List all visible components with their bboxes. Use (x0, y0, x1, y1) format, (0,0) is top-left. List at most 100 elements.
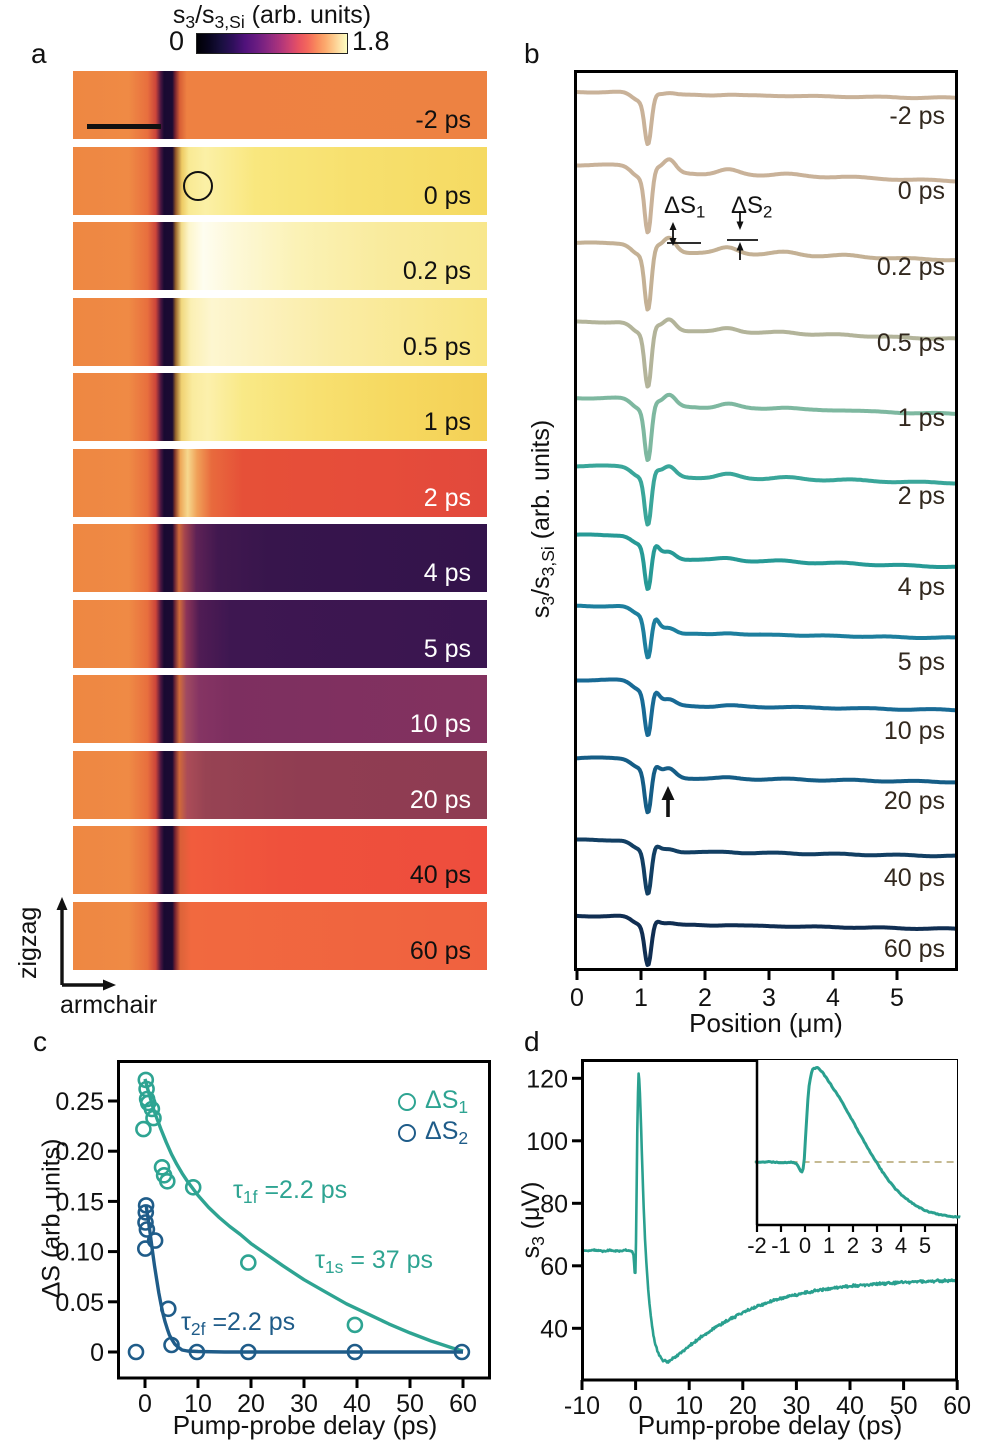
tau-1f-label: τ1f =2.2 ps (233, 1176, 348, 1207)
strip-delay-label: -2 ps (415, 106, 471, 134)
curve-delay-label: 2 ps (898, 482, 945, 510)
d-x-tick-label: 20 (729, 1392, 757, 1420)
strip-delay-label: 5 ps (423, 634, 471, 663)
data-point-ΔS2 (146, 1232, 164, 1249)
tau-2f-label: τ2f =2.2 ps (181, 1308, 296, 1339)
delta-s2-annotation: ΔS2 (731, 192, 773, 222)
ds1-legend-label: ΔS1 (425, 1086, 469, 1117)
heatmap-strip-0.2-ps: 0.2 ps (73, 222, 487, 290)
d-y-tick-label: 120 (526, 1065, 568, 1093)
heatmap-strip-40-ps: 40 ps (73, 826, 487, 894)
inset-x-tick-label: 4 (895, 1233, 907, 1258)
data-point-ΔS1 (143, 1100, 161, 1118)
data-point-ΔS1 (240, 1254, 257, 1271)
inset-x-tick-label: 5 (919, 1233, 931, 1258)
colorbar-max-label: 1.8 (352, 26, 390, 56)
panel-a-heatmap: -2 ps 0 ps 0.2 ps 0.5 ps 1 ps 2 ps 4 ps 5 ps 10 … (73, 71, 487, 970)
curve-delay-label: 5 ps (898, 648, 945, 676)
heatmap-strip-0-ps: 0 ps (73, 146, 487, 215)
heatmap-strip-10-ps: 10 ps (73, 675, 487, 743)
inset-x-tick-label: 0 (799, 1233, 811, 1258)
d-y-tick-label: 80 (540, 1190, 568, 1218)
d-x-tick-label: 60 (943, 1392, 971, 1420)
colorbar-title: s3/s3,Si (arb. units) (172, 1, 372, 32)
heatmap-strip-0.5-ps: 0.5 ps (73, 297, 487, 366)
inset-x-tick-label: 1 (823, 1233, 835, 1258)
inset-transient-curve (754, 1066, 961, 1219)
profile-curve--2-ps (575, 89, 957, 146)
panel-c-decay-plot: 0 10 20 30 40 50 60 0 0.05 0.10 0.15 0.20 0.25 (55, 1060, 491, 1418)
d-y-tick-label: 100 (526, 1128, 568, 1156)
panel-letter-c: c (33, 1026, 47, 1057)
pump-spot-circle (183, 171, 213, 201)
edge-mode-arrow-icon (661, 786, 675, 800)
heatmap-strip-1-ps: 1 ps (73, 373, 487, 441)
data-point-ΔS1 (153, 1159, 171, 1176)
data-point-ΔS2 (127, 1343, 145, 1361)
data-point-ΔS1 (184, 1179, 202, 1196)
strip-delay-label: 60 ps (409, 936, 471, 965)
tau-1s-label: τ1s = 37 ps (315, 1246, 434, 1277)
b-x-tick-label: 2 (698, 984, 712, 1012)
b-x-tick-label: 5 (890, 984, 904, 1012)
d-x-tick-label: 10 (675, 1392, 703, 1420)
data-point-ΔS2 (137, 1204, 155, 1221)
curve-delay-label: 0.5 ps (877, 329, 945, 357)
ds2-marker-icon (398, 1123, 416, 1142)
curve-delay-label: 0 ps (898, 177, 945, 205)
right-arrow-icon (103, 979, 116, 991)
data-point-ΔS2 (137, 1214, 154, 1231)
heatmap-strip-2-ps: 2 ps (73, 448, 487, 517)
profile-curve-2-ps (575, 463, 957, 527)
c-x-tick-label: 50 (396, 1390, 424, 1418)
curve-delay-label: 20 ps (884, 787, 945, 815)
c-x-tick-label: 10 (184, 1390, 212, 1418)
c-y-tick-label: 0 (90, 1339, 104, 1367)
data-point-ΔS1 (137, 1071, 155, 1089)
c-y-tick-label: 0.05 (55, 1289, 104, 1317)
data-point-ΔS1 (159, 1173, 176, 1190)
c-x-tick-label: 40 (343, 1390, 371, 1418)
panel-d-xlabel: Pump-probe delay (ps) (637, 1410, 903, 1440)
c-y-tick-label: 0.10 (55, 1239, 104, 1267)
panel-d-ylabel: s3 (μV) (517, 1181, 548, 1259)
c-y-tick-label: 0.25 (55, 1088, 104, 1116)
panel-c-xlabel: Pump-probe delay (ps) (172, 1410, 438, 1440)
ds1-down-arrow-icon (669, 238, 677, 246)
d-y-tick-label: 60 (540, 1253, 568, 1281)
d-y-tick-label: 40 (540, 1315, 568, 1343)
strip-delay-label: 0 ps (423, 181, 471, 210)
profile-curve-10-ps (575, 677, 957, 737)
c-y-tick-label: 0.15 (55, 1188, 104, 1216)
ds2-down-arrow-icon (736, 221, 744, 230)
d-x-tick-label: 40 (836, 1392, 864, 1420)
profile-curve-0-ps (575, 157, 957, 235)
fit-line-ΔS1 (143, 1078, 464, 1353)
profile-curve-60-ps (575, 913, 957, 967)
profile-curve-40-ps (575, 837, 957, 896)
data-point-ΔS2 (240, 1343, 257, 1361)
inset-x-tick-label: -1 (771, 1233, 791, 1258)
data-point-ΔS2 (138, 1221, 156, 1238)
profile-curve-4-ps (575, 532, 957, 591)
heatmap-strip-4-ps: 4 ps (73, 524, 487, 592)
c-x-tick-label: 20 (237, 1390, 265, 1418)
heatmap-strip--2-ps: -2 ps (73, 71, 487, 139)
d-x-tick-label: 0 (629, 1392, 643, 1420)
strip-delay-label: 0.5 ps (402, 332, 471, 361)
heatmap-strip-5-ps: 5 ps (73, 599, 487, 668)
panel-letter-a: a (31, 38, 47, 69)
c-x-tick-label: 60 (449, 1390, 477, 1418)
scale-bar (87, 124, 161, 129)
ds2-up-arrow-icon (736, 242, 744, 251)
panel-c-ylabel: ΔS (arb. units) (37, 1138, 66, 1299)
c-x-tick-label: 30 (290, 1390, 318, 1418)
panel-b-ylabel: s3/s3,Si (arb. units) (527, 419, 558, 619)
curve-delay-label: 40 ps (884, 864, 945, 892)
ds2-legend-label: ΔS2 (425, 1117, 469, 1148)
strip-delay-label: 1 ps (423, 408, 471, 436)
panel-letter-b: b (524, 38, 540, 69)
strip-delay-label: 4 ps (423, 559, 471, 587)
inset-x-tick-label: 2 (847, 1233, 859, 1258)
